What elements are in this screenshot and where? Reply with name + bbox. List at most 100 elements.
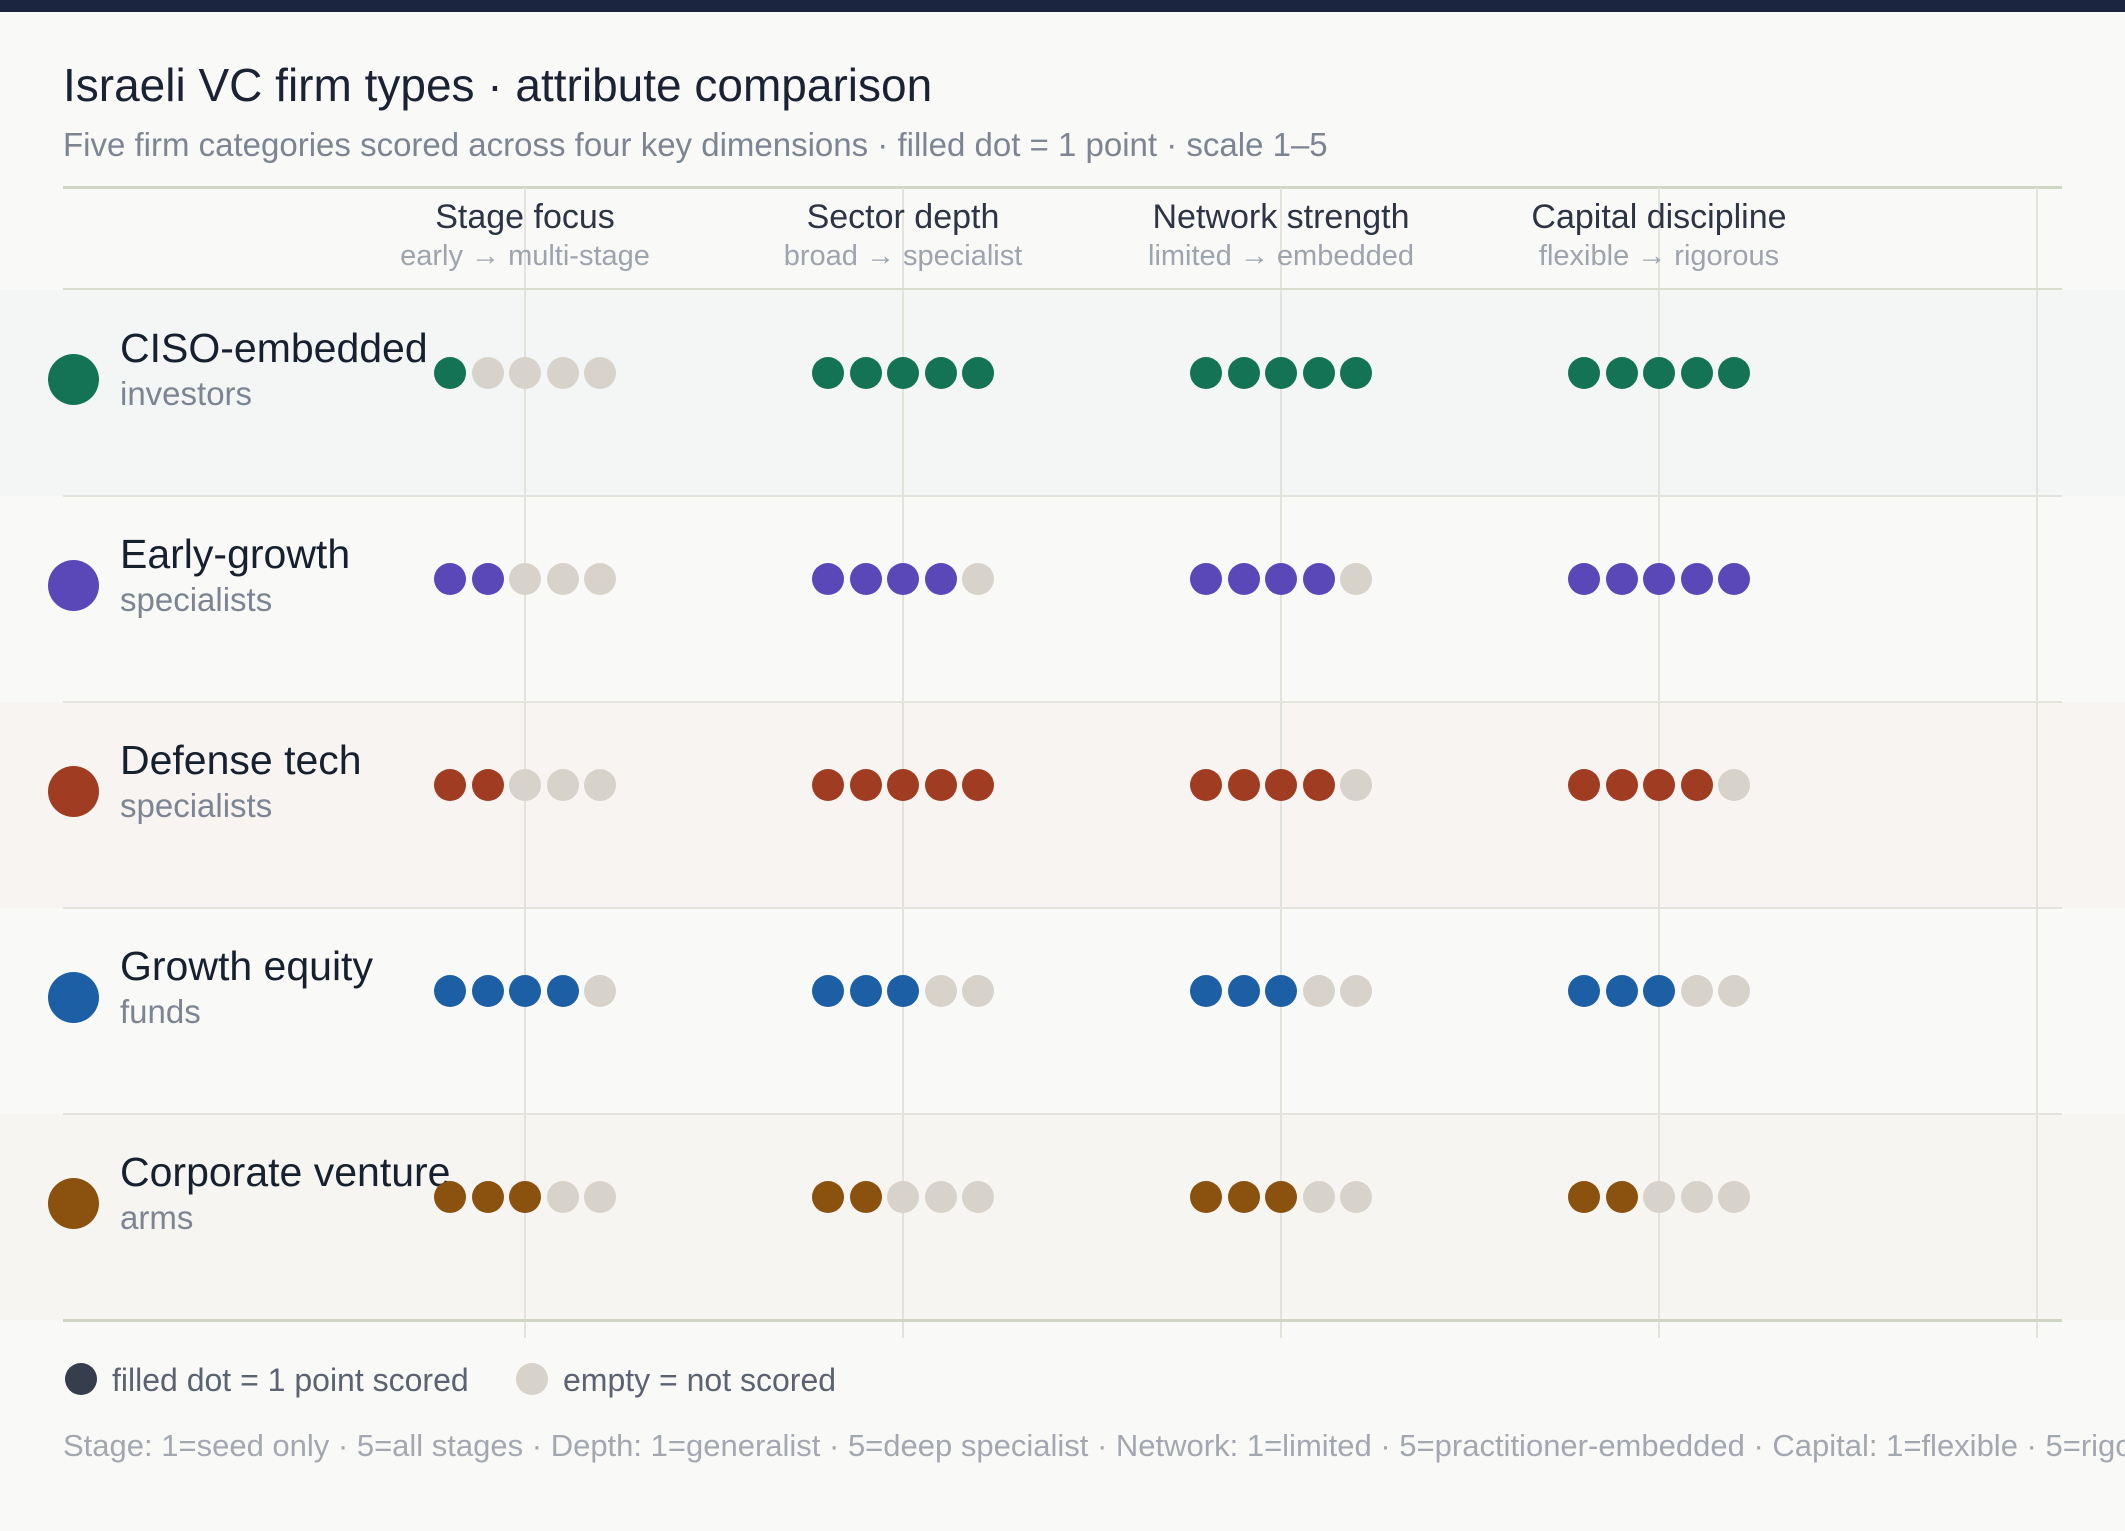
score-dot-filled bbox=[471, 1181, 504, 1213]
column-header-name: Capital discipline bbox=[1531, 198, 1787, 236]
score-dot-filled bbox=[1227, 769, 1260, 801]
column-header-name: Network strength bbox=[1152, 198, 1410, 236]
row-name: Defense tech bbox=[120, 737, 362, 783]
top-accent-bar bbox=[0, 0, 2125, 12]
scale-footnote: Stage: 1=seed only · 5=all stages · Dept… bbox=[63, 1428, 2125, 1463]
score-dot-empty bbox=[584, 357, 616, 389]
score-dot-filled bbox=[1190, 769, 1222, 801]
score-dot-empty bbox=[1340, 563, 1372, 595]
score-dot-empty bbox=[584, 563, 616, 595]
row-band bbox=[0, 702, 2125, 908]
score-dot-empty bbox=[471, 357, 504, 389]
score-dot-filled bbox=[849, 563, 882, 595]
score-dot-filled bbox=[1605, 563, 1638, 595]
score-cell bbox=[1470, 357, 1848, 391]
score-dot-filled bbox=[812, 1181, 844, 1213]
score-dot-empty bbox=[509, 769, 541, 801]
row-color-swatch bbox=[48, 1178, 99, 1229]
row-name: CISO-embedded bbox=[120, 325, 428, 371]
score-cell bbox=[336, 975, 714, 1009]
score-cell bbox=[336, 769, 714, 803]
score-dot-filled bbox=[849, 357, 882, 389]
score-cell bbox=[714, 1181, 1092, 1215]
column-header: Stage focus early → multi-stage bbox=[336, 196, 714, 274]
score-dot-filled bbox=[1568, 1181, 1600, 1213]
score-cell bbox=[714, 769, 1092, 803]
column-divider bbox=[1280, 188, 1282, 1338]
legend-filled-dot bbox=[65, 1363, 97, 1395]
column-divider bbox=[1658, 188, 1660, 1338]
score-dot-filled bbox=[1190, 1181, 1222, 1213]
score-dot-filled bbox=[1680, 769, 1713, 801]
score-dot-filled bbox=[812, 975, 844, 1007]
header-bottom-rule bbox=[63, 288, 2062, 290]
score-dot-filled bbox=[812, 563, 844, 595]
score-cell bbox=[336, 1181, 714, 1215]
score-dot-filled bbox=[1605, 975, 1638, 1007]
score-dot-filled bbox=[1302, 357, 1335, 389]
score-dot-empty bbox=[509, 357, 541, 389]
score-cell bbox=[1092, 1181, 1470, 1215]
score-cell bbox=[714, 975, 1092, 1009]
score-dot-filled bbox=[1302, 769, 1335, 801]
row-band bbox=[0, 908, 2125, 1114]
score-dot-empty bbox=[1718, 1181, 1750, 1213]
row-name: Early-growth bbox=[120, 531, 351, 577]
score-dot-filled bbox=[887, 357, 919, 389]
row-color-swatch bbox=[48, 354, 99, 405]
score-cell bbox=[1092, 563, 1470, 597]
score-dot-filled bbox=[1643, 975, 1675, 1007]
column-header-range: limited → embedded bbox=[1148, 240, 1414, 272]
column-header: Sector depth broad → specialist bbox=[714, 196, 1092, 274]
score-dot-empty bbox=[1718, 769, 1750, 801]
score-cell bbox=[714, 357, 1092, 391]
score-dot-empty bbox=[962, 563, 994, 595]
chart-title: Israeli VC firm types · attribute compar… bbox=[63, 59, 933, 111]
header-top-rule bbox=[63, 186, 2062, 189]
score-dot-filled bbox=[924, 563, 957, 595]
score-dot-empty bbox=[1718, 975, 1750, 1007]
row-subname: arms bbox=[120, 1199, 194, 1236]
score-dot-empty bbox=[546, 1181, 579, 1213]
score-dot-filled bbox=[509, 975, 541, 1007]
score-dot-filled bbox=[1227, 357, 1260, 389]
score-dot-filled bbox=[1605, 1181, 1638, 1213]
column-header-range: flexible → rigorous bbox=[1538, 240, 1780, 272]
legend-filled-label: filled dot = 1 point scored bbox=[112, 1362, 469, 1398]
score-dot-filled bbox=[812, 357, 844, 389]
score-dot-empty bbox=[584, 1181, 616, 1213]
score-dot-filled bbox=[1568, 357, 1600, 389]
score-dot-empty bbox=[962, 975, 994, 1007]
legend-empty-label: empty = not scored bbox=[563, 1362, 837, 1398]
score-dot-filled bbox=[546, 975, 579, 1007]
score-dot-empty bbox=[962, 1181, 994, 1213]
score-dot-filled bbox=[1340, 357, 1372, 389]
score-cell bbox=[336, 563, 714, 597]
score-dot-empty bbox=[546, 357, 579, 389]
column-header-name: Sector depth bbox=[806, 198, 1000, 236]
score-dot-filled bbox=[1227, 975, 1260, 1007]
score-dot-filled bbox=[1190, 563, 1222, 595]
table-bottom-rule bbox=[63, 1319, 2062, 1322]
column-header: Capital discipline flexible → rigorous bbox=[1470, 196, 1848, 274]
score-dot-filled bbox=[1227, 1181, 1260, 1213]
score-dot-empty bbox=[1340, 769, 1372, 801]
score-dot-filled bbox=[471, 975, 504, 1007]
score-dot-filled bbox=[1265, 357, 1297, 389]
score-dot-filled bbox=[1265, 1181, 1297, 1213]
score-cell bbox=[1092, 357, 1470, 391]
score-dot-filled bbox=[1680, 563, 1713, 595]
row-color-swatch bbox=[48, 972, 99, 1023]
row-divider bbox=[63, 495, 2062, 497]
score-dot-empty bbox=[509, 563, 541, 595]
score-dot-filled bbox=[1190, 975, 1222, 1007]
score-dot-empty bbox=[1340, 1181, 1372, 1213]
column-header-name: Stage focus bbox=[435, 198, 615, 236]
column-header-range: early → multi-stage bbox=[400, 240, 650, 272]
score-dot-filled bbox=[1302, 563, 1335, 595]
score-dot-empty bbox=[1680, 975, 1713, 1007]
row-subname: investors bbox=[120, 375, 253, 412]
score-dot-filled bbox=[812, 769, 844, 801]
score-dot-filled bbox=[1718, 563, 1750, 595]
score-dot-filled bbox=[962, 769, 994, 801]
